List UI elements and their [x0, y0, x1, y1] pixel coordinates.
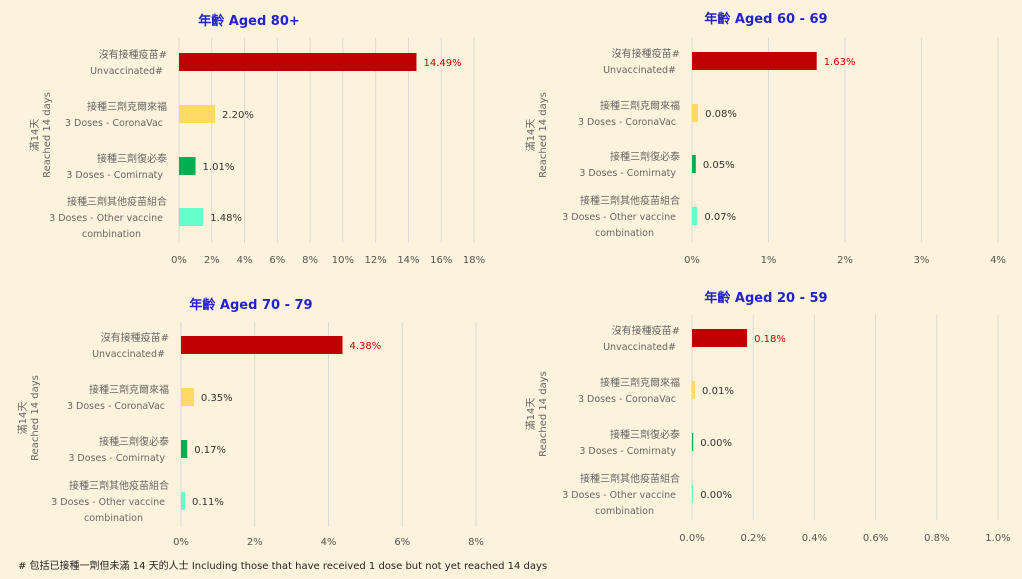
data-label: 4.38% — [350, 341, 382, 352]
category-label: 接種三劑其他疫苗組合 3 Doses - Other vaccine combina… — [51, 479, 169, 524]
x-tick-label: 2% — [837, 255, 853, 266]
data-label: 0.05% — [703, 160, 735, 171]
x-tick-label: 1% — [761, 255, 777, 266]
bar — [692, 329, 748, 347]
y-axis-label: 滿14天Reached 14 days — [28, 92, 53, 178]
data-label: 1.63% — [824, 57, 856, 68]
x-tick-label: 16% — [430, 255, 452, 266]
chart-panel: 年齡 Aged 70 - 79 0% 2% 4% 6% 8% 滿14天Reached 14 … — [16, 297, 484, 548]
data-label: 1.01% — [203, 162, 235, 173]
x-tick-label: 0.2% — [740, 533, 765, 544]
x-tick-label: 4% — [237, 255, 253, 266]
bar — [181, 492, 186, 510]
y-axis-label: 滿14天Reached 14 days — [524, 92, 549, 178]
bar — [179, 157, 196, 175]
category-label: 接種三劑其他疫苗組合 3 Doses - Other vaccine combina… — [562, 194, 680, 239]
chart-title: 年齡 Aged 20 - 59 — [704, 290, 827, 306]
x-tick-label: 1.0% — [985, 533, 1010, 544]
x-tick-label: 0.8% — [924, 533, 949, 544]
data-label: 0.00% — [700, 490, 732, 501]
category-label: 沒有接種疫苗# Unvaccinated# — [603, 324, 680, 353]
x-tick-label: 0.4% — [802, 533, 827, 544]
x-tick-label: 18% — [463, 255, 485, 266]
category-label: 接種三劑復必泰 3 Doses - Comirnaty — [579, 150, 680, 179]
chart-title: 年齡 Aged 80+ — [198, 13, 300, 29]
data-label: 0.01% — [702, 386, 734, 397]
category-label: 接種三劑復必泰 3 Doses - Comirnaty — [68, 435, 169, 464]
category-label: 沒有接種疫苗# Unvaccinated# — [603, 47, 680, 76]
bar — [179, 53, 417, 71]
x-tick-label: 6% — [394, 537, 410, 548]
chart-title: 年齡 Aged 70 - 79 — [189, 297, 312, 313]
category-label: 接種三劑克爾來福 3 Doses - CoronaVac — [578, 376, 680, 405]
bar — [692, 104, 699, 122]
x-tick-label: 2% — [247, 537, 263, 548]
x-tick-label: 6% — [269, 255, 285, 266]
y-axis-label: 滿14天Reached 14 days — [16, 375, 41, 461]
bar — [181, 440, 188, 458]
chart-title: 年齡 Aged 60 - 69 — [704, 11, 827, 27]
data-label: 2.20% — [222, 110, 254, 121]
x-tick-label: 2% — [204, 255, 220, 266]
x-tick-label: 0% — [173, 537, 189, 548]
category-label: 接種三劑復必泰 3 Doses - Comirnaty — [579, 428, 680, 457]
x-tick-label: 4% — [321, 537, 337, 548]
chart-panel: 年齡 Aged 20 - 59 0.0% 0.2% 0.4% 0.6% 0.8% 1.0% 滿… — [524, 290, 1011, 544]
bar — [179, 208, 204, 226]
bar — [692, 207, 698, 225]
category-label: 接種三劑其他疫苗組合 3 Doses - Other vaccine combina… — [562, 472, 680, 517]
data-label: 0.00% — [700, 438, 732, 449]
x-tick-label: 10% — [332, 255, 354, 266]
x-tick-label: 0% — [684, 255, 700, 266]
data-label: 0.18% — [754, 334, 786, 345]
x-tick-label: 12% — [365, 255, 387, 266]
data-label: 0.35% — [201, 393, 233, 404]
bar — [179, 105, 216, 123]
data-label: 0.17% — [194, 445, 226, 456]
bar — [692, 381, 696, 399]
data-label: 0.08% — [705, 109, 737, 120]
bar — [692, 485, 694, 503]
x-tick-label: 4% — [990, 255, 1006, 266]
x-tick-label: 14% — [397, 255, 419, 266]
category-label: 沒有接種疫苗# Unvaccinated# — [90, 48, 167, 77]
chart-panel: 年齡 Aged 80+ 0% 2% 4% 6% 8% 10% 12% 14% 16% 18% 滿14天… — [28, 13, 485, 266]
y-axis-label: 滿14天Reached 14 days — [524, 371, 549, 457]
x-tick-label: 8% — [468, 537, 484, 548]
category-label: 接種三劑克爾來福 3 Doses - CoronaVac — [578, 99, 680, 128]
category-label: 沒有接種疫苗# Unvaccinated# — [92, 331, 169, 360]
x-tick-label: 0.6% — [863, 533, 888, 544]
category-label: 接種三劑克爾來福 3 Doses - CoronaVac — [67, 383, 169, 412]
bar — [692, 155, 696, 173]
bar — [692, 52, 817, 70]
category-label: 接種三劑克爾來福 3 Doses - CoronaVac — [65, 100, 167, 129]
data-label: 0.11% — [192, 497, 224, 508]
data-label: 1.48% — [210, 213, 242, 224]
category-label: 接種三劑復必泰 3 Doses - Comirnaty — [66, 152, 167, 181]
charts-canvas: 年齡 Aged 80+ 0% 2% 4% 6% 8% 10% 12% 14% 16% 18% 滿14天… — [16, 11, 1011, 548]
chart-panel: 年齡 Aged 60 - 69 0% 1% 2% 3% 4% 滿14天Reached 14 … — [524, 11, 1006, 266]
bar — [692, 433, 694, 451]
category-label: 接種三劑其他疫苗組合 3 Doses - Other vaccine combina… — [49, 195, 167, 240]
x-tick-label: 3% — [914, 255, 930, 266]
x-tick-label: 8% — [302, 255, 318, 266]
footnote: # 包括已接種一劑但未滿 14 天的人士 Including those tha… — [18, 561, 548, 572]
bar — [181, 388, 194, 406]
data-label: 14.49% — [423, 58, 461, 69]
bar — [181, 336, 343, 354]
x-tick-label: 0% — [171, 255, 187, 266]
x-tick-label: 0.0% — [679, 533, 704, 544]
data-label: 0.07% — [704, 212, 736, 223]
